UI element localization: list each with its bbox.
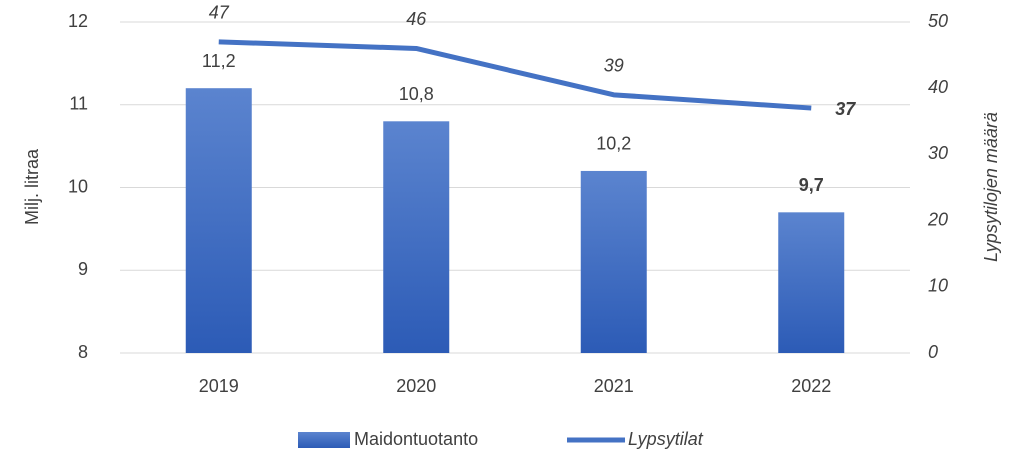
legend-swatch (298, 432, 350, 448)
x-tick-label: 2019 (199, 376, 239, 396)
y2-tick-label: 40 (928, 77, 948, 97)
legend-label: Maidontuotanto (354, 429, 478, 449)
x-tick-label: 2021 (594, 376, 634, 396)
data-label: 10,2 (596, 134, 631, 154)
x-tick-label: 2022 (791, 376, 831, 396)
line (218, 39, 812, 111)
data-label: 47 (209, 3, 230, 23)
data-label: 11,2 (202, 51, 236, 71)
bar (778, 212, 845, 353)
y2-tick-label: 20 (927, 209, 948, 229)
y-tick-label: 9 (78, 259, 88, 279)
data-label: 46 (406, 9, 427, 29)
y2-tick-label: 0 (928, 342, 938, 362)
data-label: 9,7 (799, 175, 824, 195)
y-tick-label: 12 (68, 11, 88, 31)
data-label: 37 (835, 99, 856, 119)
y-tick-label: 11 (69, 94, 88, 114)
bar (383, 121, 450, 353)
y-axis-label: Milj. litraa (22, 148, 42, 225)
data-label: 39 (604, 56, 624, 76)
y2-axis-label: Lypsytilojen määrä (981, 112, 1001, 262)
y2-tick-label: 10 (928, 276, 948, 296)
y2-tick-label: 50 (928, 11, 948, 31)
data-label: 10,8 (399, 84, 434, 104)
bar (185, 88, 252, 353)
y-tick-label: 10 (68, 176, 88, 196)
bar (580, 170, 647, 353)
y2-tick-label: 30 (928, 143, 948, 163)
legend-label: Lypsytilat (628, 429, 704, 449)
x-tick-label: 2020 (396, 376, 436, 396)
y-tick-label: 8 (78, 342, 88, 362)
